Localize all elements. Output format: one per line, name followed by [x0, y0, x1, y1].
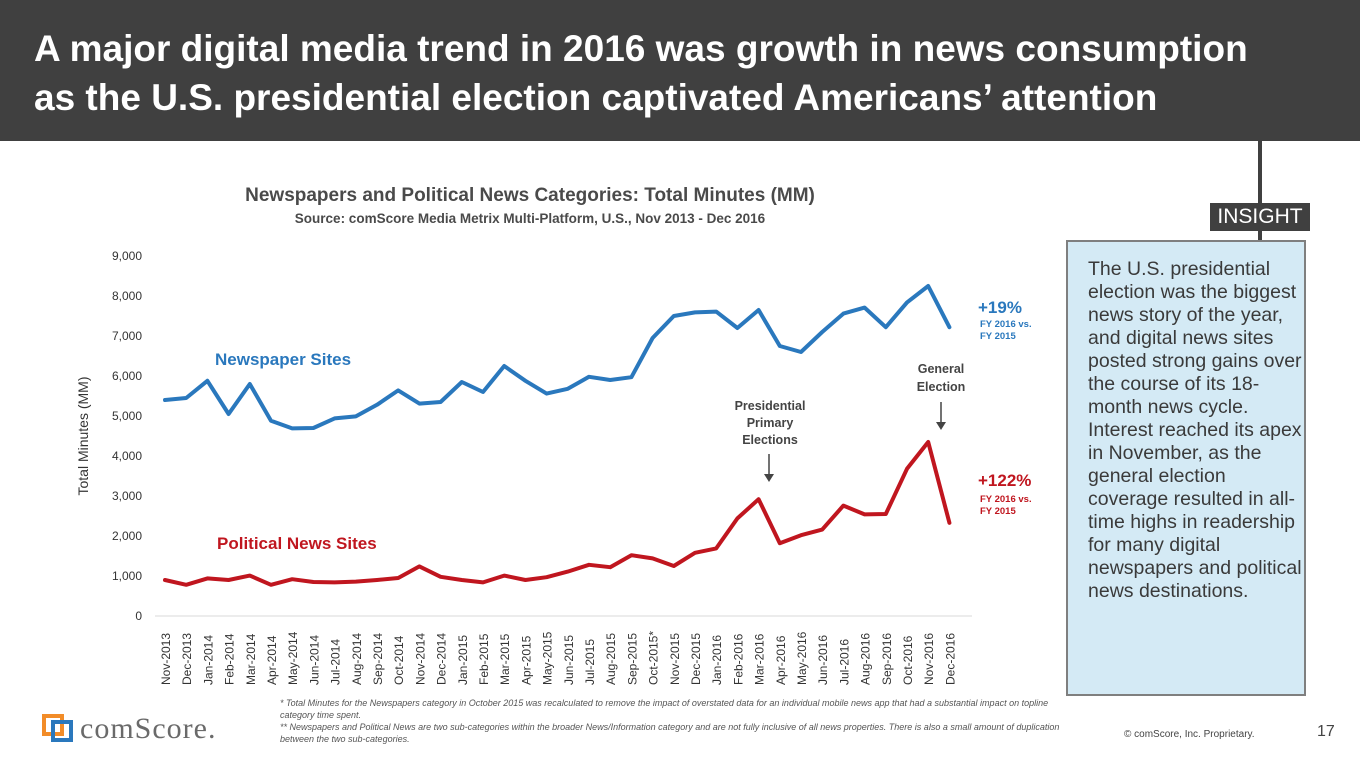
x-tick-label: Apr-2016 — [774, 635, 788, 685]
y-tick-label: 7,000 — [112, 329, 142, 343]
x-tick-label: Jan-2014 — [201, 635, 215, 685]
newspaper-series-line — [163, 284, 952, 431]
x-tick-label: Mar-2014 — [244, 633, 258, 685]
primary-arrow-head — [764, 474, 774, 482]
page-title-line-1: A major digital media trend in 2016 was … — [34, 28, 1248, 69]
newspaper-series-label: Newspaper Sites — [215, 350, 351, 369]
x-tick-label: Aug-2014 — [350, 633, 364, 685]
x-tick-label: Jul-2015 — [583, 639, 597, 685]
x-tick-label: Mar-2015 — [498, 633, 512, 685]
primary-annotation-line2: Primary — [747, 416, 794, 430]
x-tick-label: Aug-2016 — [859, 633, 873, 685]
x-tick-label: Mar-2016 — [753, 633, 767, 685]
x-tick-label: Jun-2016 — [816, 635, 830, 685]
x-tick-label: Nov-2014 — [413, 633, 427, 685]
y-tick-label: 1,000 — [112, 569, 142, 583]
x-tick-label: Dec-2015 — [689, 633, 703, 685]
insight-connector — [1258, 141, 1262, 203]
x-tick-label: Nov-2015 — [668, 633, 682, 685]
x-tick-label: Feb-2014 — [223, 633, 237, 685]
primary-annotation-line3: Elections — [742, 433, 798, 447]
x-tick-label: May-2015 — [541, 631, 555, 685]
y-tick-label: 6,000 — [112, 369, 142, 383]
x-tick-label: Nov-2016 — [922, 633, 936, 685]
header-bar: A major digital media trend in 2016 was … — [0, 0, 1360, 141]
y-tick-label: 8,000 — [112, 289, 142, 303]
y-tick-label: 3,000 — [112, 489, 142, 503]
y-axis-label: Total Minutes (MM) — [75, 376, 91, 495]
footnote-2: ** Newspapers and Political News are two… — [280, 722, 1060, 744]
line-chart: 0 1,000 2,000 3,000 4,000 5,000 6,000 7,000 8,00… — [75, 249, 1032, 685]
political-change-sub2: FY 2015 — [980, 506, 1016, 517]
x-tick-label: Apr-2015 — [519, 635, 533, 685]
copyright: © comScore, Inc. Proprietary. — [1124, 729, 1255, 740]
y-tick-label: 4,000 — [112, 449, 142, 463]
x-tick-label: Oct-2014 — [392, 635, 406, 685]
primary-annotation-line1: Presidential — [735, 399, 806, 413]
x-tick-label: Jul-2016 — [837, 639, 851, 685]
chart-title: Newspapers and Political News Categories… — [245, 185, 815, 206]
x-tick-label: Feb-2015 — [477, 633, 491, 685]
x-tick-label: Dec-2014 — [435, 633, 449, 685]
y-tick-label: 5,000 — [112, 409, 142, 423]
y-tick-label: 9,000 — [112, 249, 142, 263]
general-arrow-head — [936, 422, 946, 430]
x-tick-label: Jan-2016 — [710, 635, 724, 685]
political-change-sub1: FY 2016 vs. — [980, 494, 1032, 505]
x-tick-label: Feb-2016 — [731, 633, 745, 685]
x-tick-label: Sep-2014 — [371, 633, 385, 685]
political-change-value: +122% — [978, 471, 1031, 490]
y-tick-label: 0 — [135, 609, 142, 623]
insight-connector-lower — [1258, 231, 1262, 241]
page-number: 17 — [1317, 723, 1335, 740]
insight-box — [1066, 240, 1306, 696]
comscore-logo-icon — [42, 714, 73, 742]
x-tick-label: Dec-2016 — [943, 633, 957, 685]
x-tick-label: May-2016 — [795, 631, 809, 685]
footnote-1: * Total Minutes for the Newspapers categ… — [280, 698, 1049, 720]
chart-subtitle: Source: comScore Media Metrix Multi-Plat… — [294, 211, 766, 226]
political-series-line — [163, 440, 952, 587]
newspaper-change-value: +19% — [978, 298, 1022, 317]
x-tick-label: Sep-2016 — [880, 633, 894, 685]
x-tick-label: Aug-2015 — [604, 633, 618, 685]
comscore-logo-text: comScore. — [80, 712, 217, 745]
newspaper-change-sub1: FY 2016 vs. — [980, 319, 1032, 330]
general-annotation-line1: General — [918, 362, 965, 376]
x-tick-label: Apr-2014 — [265, 635, 279, 685]
newspaper-change-sub2: FY 2015 — [980, 331, 1016, 342]
x-tick-label: Jul-2014 — [329, 639, 343, 685]
x-tick-label: Jan-2015 — [456, 635, 470, 685]
x-tick-label: Oct-2015* — [647, 631, 661, 685]
insight-tag: INSIGHT — [1210, 203, 1310, 231]
insight-text: The U.S. presidential election was the b… — [1088, 258, 1302, 602]
x-tick-label: Sep-2015 — [625, 633, 639, 685]
y-tick-label: 2,000 — [112, 529, 142, 543]
x-tick-label: Dec-2013 — [180, 633, 194, 685]
x-tick-label: Jun-2014 — [307, 635, 321, 685]
x-tick-label: May-2014 — [286, 631, 300, 685]
x-tick-label: Jun-2015 — [562, 635, 576, 685]
page-title: A major digital media trend in 2016 was … — [34, 24, 1334, 122]
political-series-label: Political News Sites — [217, 534, 377, 553]
x-tick-label: Oct-2016 — [901, 635, 915, 685]
page-title-line-2: as the U.S. presidential election captiv… — [34, 77, 1158, 118]
x-tick-label: Nov-2013 — [159, 633, 173, 685]
general-annotation-line2: Election — [917, 380, 966, 394]
